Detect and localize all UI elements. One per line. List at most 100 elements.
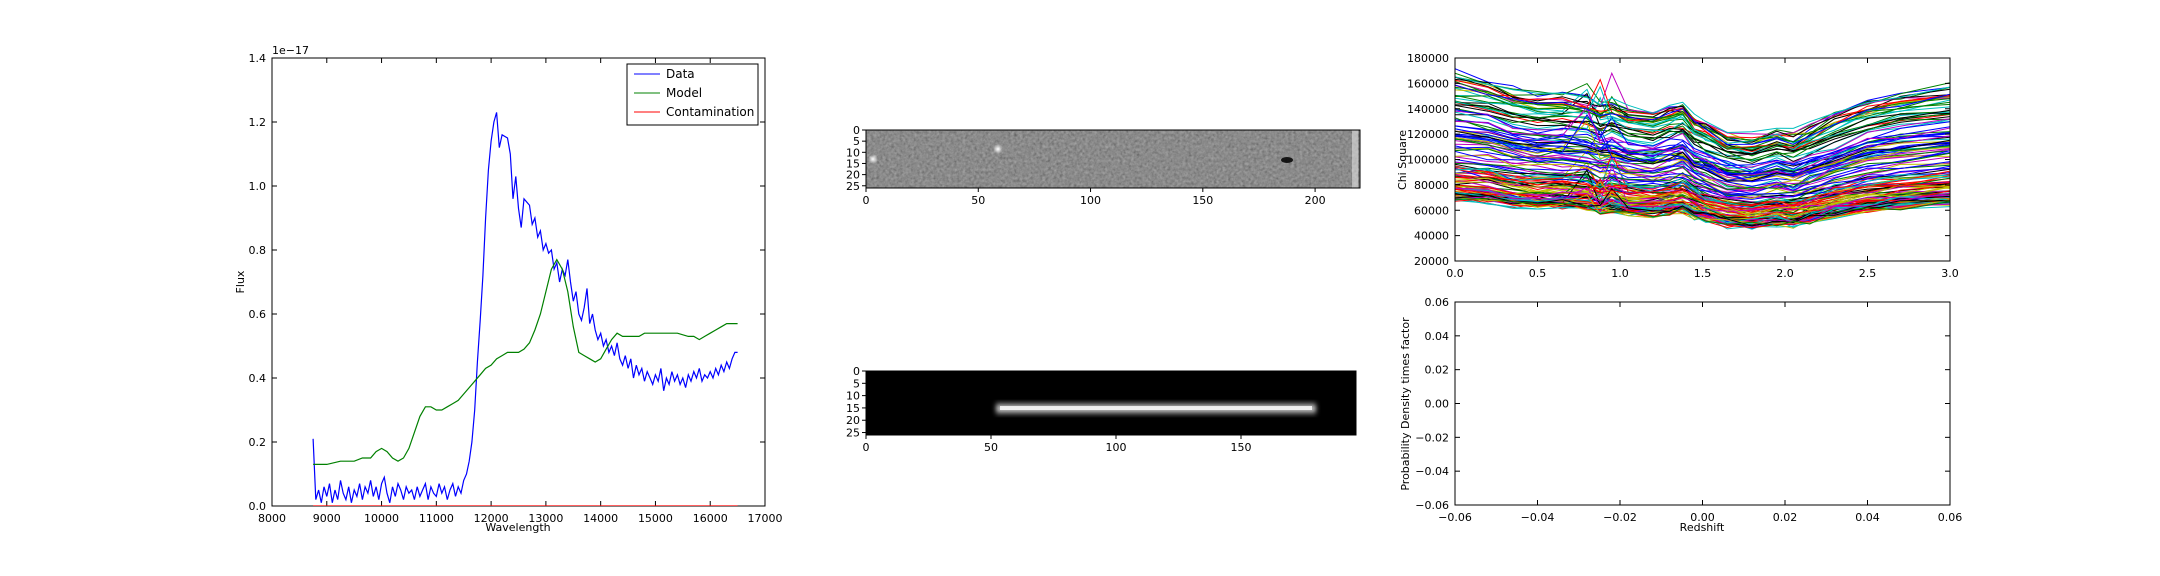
chi-square-series-line [1455,154,1950,200]
y-tick-label: 0.04 [1425,330,1450,343]
x-tick-label: 0.02 [1773,511,1798,524]
chi-square-series-line [1455,176,1950,207]
x-tick-label: 1.0 [1611,267,1629,280]
y-tick-label: 0 [853,365,860,378]
y-tick-label: −0.02 [1415,431,1449,444]
y-tick-label: 15 [846,402,860,415]
x-tick-label: 2.5 [1859,267,1877,280]
y-tick-label: 120000 [1407,128,1449,141]
flux-offset-text: 1e−17 [272,44,309,57]
chi-square-series-line [1455,101,1950,152]
x-tick-label: 0.04 [1855,511,1880,524]
chi-square-series-line [1455,81,1950,150]
x-tick-label: 13000 [528,512,563,525]
y-tick-label: 1.0 [249,180,267,193]
chi-square-series-line [1455,109,1950,174]
x-tick-label: 16000 [693,512,728,525]
chi-square-series-line [1455,148,1950,191]
x-tick-label: 3.0 [1941,267,1959,280]
chi-square-series-line [1455,125,1950,183]
chi-square-series-line [1455,105,1950,177]
y-tick-label: 25 [846,180,860,193]
x-tick-label: 0.5 [1529,267,1547,280]
x-tick-label: 0.0 [1446,267,1464,280]
prob-plot-area [1454,301,1951,506]
chi-square-series-line [1455,95,1950,143]
chi-square-series-line [1455,150,1950,198]
chi-axis-ticks: 0.0 0.5 1.0 1.5 2.0 2.5 3.0 20000 40000 60000 8000… [1407,52,1959,280]
x-tick-label: 100 [1106,441,1127,454]
y-tick-label: 10 [846,146,860,159]
chi-square-series-line [1455,168,1950,209]
y-tick-label: 160000 [1407,77,1449,90]
x-tick-label: −0.06 [1438,511,1472,524]
x-tick-label: 9000 [313,512,341,525]
model-image-frame [865,370,1357,436]
x-tick-label: 12000 [474,512,509,525]
chi-square-series-line [1455,130,1950,181]
y-tick-label: 80000 [1414,179,1449,192]
x-tick-label: 0.00 [1690,511,1715,524]
bright-spot [868,154,878,164]
y-tick-label: 20 [846,169,860,182]
chi-square-series-line [1455,130,1950,182]
y-tick-label: 0.8 [249,244,267,257]
series-data-line [312,112,738,503]
x-tick-label: 150 [1231,441,1252,454]
y-tick-label: 0.4 [249,372,267,385]
x-tick-label: 0 [863,194,870,207]
prob-xlabel: Redshift [1680,521,1725,534]
chi-square-series-line [1455,76,1950,134]
prob-ylabel: Probability Density times factor [1399,317,1412,491]
y-tick-label: 1.4 [249,52,267,65]
prob-axis-ticks: −0.06 −0.04 −0.02 0.00 0.02 0.04 0.06 −0.06 −0.0… [1415,296,1962,524]
chi-series-group [1455,68,1950,230]
flux-series-group [312,112,738,506]
y-tick-label: 0 [853,124,860,137]
y-tick-label: 0.06 [1425,296,1450,309]
x-tick-label: 50 [971,194,985,207]
probability-chart: −0.06 −0.04 −0.02 0.00 0.02 0.04 0.06 −0.06 −0.0… [1399,296,1962,534]
x-tick-label: 0.06 [1938,511,1963,524]
series-model-line [313,258,738,465]
y-tick-label: 5 [853,135,860,148]
dark-spot [1281,157,1293,163]
legend-label-model: Model [666,86,702,100]
chi-square-chart: 0.0 0.5 1.0 1.5 2.0 2.5 3.0 20000 40000 60000 8000… [1396,52,1959,280]
y-tick-label: 0.6 [249,308,267,321]
y-tick-label: 180000 [1407,52,1449,65]
y-tick-label: 15 [846,157,860,170]
chi-square-series-line [1455,187,1950,224]
y-tick-label: 100000 [1407,154,1449,167]
chi-square-series-line [1455,163,1950,199]
x-tick-label: 15000 [638,512,673,525]
x-tick-label: 8000 [258,512,286,525]
chi-square-series-line [1455,164,1950,212]
chi-square-series-line [1455,153,1950,190]
x-tick-label: 200 [1305,194,1326,207]
chi-square-series-line [1455,84,1950,146]
x-tick-label: −0.04 [1521,511,1555,524]
chi-square-series-line [1455,111,1950,169]
x-tick-label: 14000 [583,512,618,525]
y-tick-label: 20 [846,414,860,427]
chi-ylabel: Chi Square [1396,130,1409,190]
image-noise [866,130,1360,188]
x-tick-label: 1.5 [1694,267,1712,280]
flux-chart: 1e−17 8000 9000 10000 11000 12000 13000 14000 1… [234,44,783,534]
legend-label-contamination: Contamination [666,105,754,119]
chi-square-series-line [1455,104,1950,155]
flux-ylabel: Flux [234,270,247,293]
flux-legend: Data Model Contamination [626,63,759,126]
flux-axis-ticks: 8000 9000 10000 11000 12000 13000 14000 15000 16… [249,52,783,525]
legend-label-data: Data [666,67,695,81]
chi-square-series-line [1455,146,1950,195]
x-tick-label: 2.0 [1776,267,1794,280]
image-frame [865,129,1361,189]
y-tick-label: 10 [846,390,860,403]
chi-square-series-line [1455,128,1950,167]
x-tick-label: 100 [1080,194,1101,207]
